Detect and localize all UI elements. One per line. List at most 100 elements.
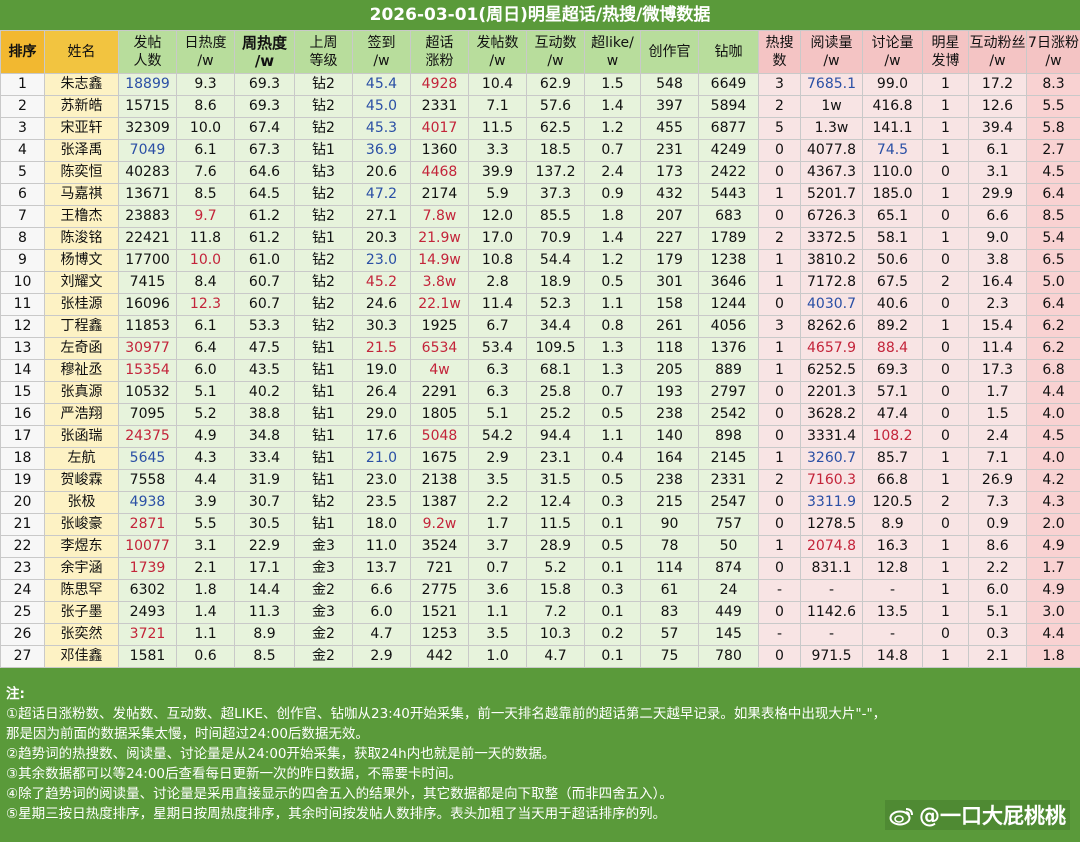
data-cell: 16096 [118, 293, 177, 316]
column-header: 互动粉丝/w [968, 30, 1027, 74]
data-cell: 8.6 [968, 535, 1027, 558]
data-cell: 4056 [698, 315, 759, 338]
data-cell: 1253 [410, 623, 469, 646]
data-cell: 10.0 [176, 249, 235, 272]
data-cell: 11.8 [176, 227, 235, 250]
table-row: 15 张真源 10532 5.1 40.2 钻1 26.4 2291 6.3 25.8 0.7 193… [0, 381, 1080, 404]
rank-cell: 23 [0, 557, 45, 580]
data-cell: 1.4 [584, 95, 641, 118]
data-cell: 钻1 [294, 139, 353, 162]
data-cell: 898 [698, 425, 759, 448]
data-cell: 2174 [410, 183, 469, 206]
data-cell: 0.7 [584, 381, 641, 404]
rank-cell: 25 [0, 601, 45, 624]
data-cell: 9.2w [410, 513, 469, 536]
rank-cell: 24 [0, 579, 45, 602]
table-row: 1 朱志鑫 18899 9.3 69.3 钻2 45.4 4928 10.4 62.9 1.5 548… [0, 73, 1080, 96]
data-cell: 1.2 [584, 117, 641, 140]
data-cell: 118 [640, 337, 699, 360]
data-cell: 23.0 [352, 249, 411, 272]
data-cell: 1.3 [584, 337, 641, 360]
data-cell: 6252.5 [800, 359, 863, 382]
data-cell: 0 [758, 557, 801, 580]
data-cell: 1 [922, 557, 969, 580]
data-cell: 21.5 [352, 337, 411, 360]
data-cell: 1 [922, 139, 969, 162]
data-cell: 9.7 [176, 205, 235, 228]
data-cell: 3.5 [468, 469, 527, 492]
rank-cell: 8 [0, 227, 45, 250]
data-cell: 3 [758, 315, 801, 338]
name-cell: 贺峻霖 [44, 469, 119, 492]
data-cell: 13.5 [862, 601, 923, 624]
data-cell: 1.0 [468, 645, 527, 668]
table-row: 3 宋亚轩 32309 10.0 67.4 钻2 45.3 4017 11.5 62.5 1.2 45… [0, 117, 1080, 140]
name-cell: 马嘉祺 [44, 183, 119, 206]
data-cell: 0 [922, 425, 969, 448]
data-cell: 4077.8 [800, 139, 863, 162]
column-header: 发帖数/w [468, 30, 527, 74]
data-cell: 1.7 [968, 381, 1027, 404]
data-cell: 4468 [410, 161, 469, 184]
data-cell: - [862, 623, 923, 646]
name-cell: 张函瑞 [44, 425, 119, 448]
note-line: ①超话日涨粉数、发帖数、互动数、超LIKE、创作官、钻咖从23:40开始采集，前… [6, 706, 887, 722]
data-cell: 0 [922, 161, 969, 184]
data-cell: 5201.7 [800, 183, 863, 206]
data-cell: 11.3 [234, 601, 295, 624]
data-cell: 39.4 [968, 117, 1027, 140]
data-cell: 0.9 [584, 183, 641, 206]
data-cell: 12.6 [968, 95, 1027, 118]
data-cell: 6.6 [352, 579, 411, 602]
column-header: 明星 发博 [922, 30, 969, 74]
data-cell: 22421 [118, 227, 177, 250]
data-cell: 60.7 [234, 293, 295, 316]
data-cell: 0 [922, 293, 969, 316]
name-cell: 李煜东 [44, 535, 119, 558]
data-cell: 215 [640, 491, 699, 514]
data-cell: 5.4 [1026, 227, 1080, 250]
data-cell: 4.9 [1026, 579, 1080, 602]
data-cell: 5.1 [468, 403, 527, 426]
data-cell: 3.1 [176, 535, 235, 558]
data-cell: 1.7 [1026, 557, 1080, 580]
data-cell: 40283 [118, 161, 177, 184]
column-header: 阅读量/w [800, 30, 863, 74]
data-cell: 17.3 [968, 359, 1027, 382]
name-cell: 张极 [44, 491, 119, 514]
table-row: 6 马嘉祺 13671 8.5 64.5 钻2 47.2 2174 5.9 37.3 0.9 432 5… [0, 183, 1080, 206]
data-cell: 238 [640, 469, 699, 492]
data-cell: 1.8 [176, 579, 235, 602]
data-cell: 1675 [410, 447, 469, 470]
data-cell: 7049 [118, 139, 177, 162]
rank-cell: 20 [0, 491, 45, 514]
table-row: 20 张极 4938 3.9 30.7 钻2 23.5 1387 2.2 12.4 0.3 215 25… [0, 491, 1080, 514]
data-cell: 1360 [410, 139, 469, 162]
data-cell: 1 [922, 535, 969, 558]
data-cell: 8.9 [234, 623, 295, 646]
data-cell: 69.3 [862, 359, 923, 382]
data-cell: 1 [922, 645, 969, 668]
data-cell: 40.2 [234, 381, 295, 404]
data-cell: 2331 [698, 469, 759, 492]
data-cell: 11.4 [468, 293, 527, 316]
data-cell: 1 [922, 73, 969, 96]
data-cell: 1.3 [584, 359, 641, 382]
data-cell: 85.7 [862, 447, 923, 470]
data-cell: 69.3 [234, 95, 295, 118]
data-cell: 6.1 [176, 315, 235, 338]
data-cell: 3260.7 [800, 447, 863, 470]
data-cell: 185.0 [862, 183, 923, 206]
data-cell: 3.3 [468, 139, 527, 162]
data-cell: 钻1 [294, 381, 353, 404]
data-cell: 47.4 [862, 403, 923, 426]
data-cell: 23.0 [352, 469, 411, 492]
data-cell: 50.6 [862, 249, 923, 272]
data-cell: 2074.8 [800, 535, 863, 558]
rank-cell: 17 [0, 425, 45, 448]
column-header: 签到/w [352, 30, 411, 74]
data-cell: - [758, 623, 801, 646]
data-cell: 58.1 [862, 227, 923, 250]
data-cell: 2547 [698, 491, 759, 514]
data-cell: 4.7 [526, 645, 585, 668]
